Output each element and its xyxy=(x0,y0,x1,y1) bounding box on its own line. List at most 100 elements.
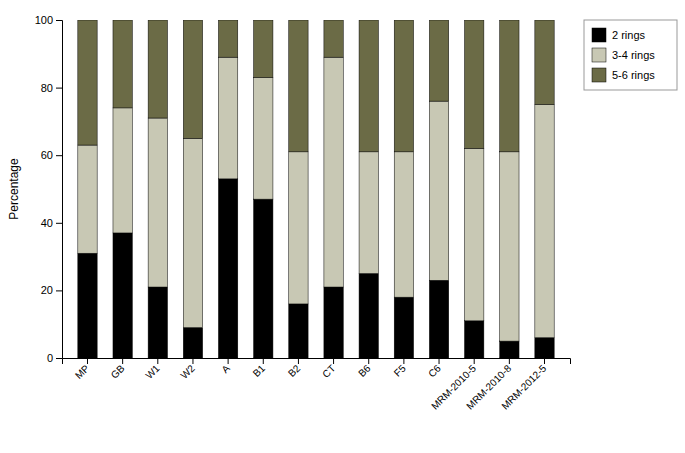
bar xyxy=(289,20,308,152)
tick-mark xyxy=(439,358,440,364)
bar xyxy=(218,57,237,179)
bar xyxy=(394,20,413,152)
bar xyxy=(113,108,132,233)
tick-label: F5 xyxy=(392,362,408,378)
tick-mark xyxy=(56,290,62,291)
chart: 0 20 40 60 80 100 MP GB W1 W2 A B1 B2 CT B6 F5 C6 MRM-201… xyxy=(0,0,685,453)
series xyxy=(78,20,554,152)
tick: B2 xyxy=(286,358,303,379)
tick-label: B6 xyxy=(356,362,373,379)
tick: 100 xyxy=(35,14,62,26)
tick-label: B1 xyxy=(251,362,268,379)
bar xyxy=(535,105,554,338)
legend-label: 5-6 rings xyxy=(612,69,655,81)
tick-label: 20 xyxy=(41,284,53,296)
bar xyxy=(429,101,448,280)
tick-mark xyxy=(56,155,62,156)
bar xyxy=(465,148,484,320)
legend: 2 rings 3-4 rings 5-6 rings xyxy=(584,20,677,90)
tick: F5 xyxy=(392,358,408,379)
tick-label: MRM-2012-5 xyxy=(499,362,548,411)
tick-mark xyxy=(87,358,88,364)
tick: MRM-2012-5 xyxy=(499,358,548,412)
bar xyxy=(148,287,167,358)
tick-label: 80 xyxy=(41,82,53,94)
legend-frame xyxy=(584,20,677,90)
tick-label: 40 xyxy=(41,217,53,229)
bar xyxy=(148,118,167,287)
bar xyxy=(500,20,519,152)
tick: CT xyxy=(320,358,337,380)
plot: 0 20 40 60 80 100 MP GB W1 W2 A B1 B2 CT B6 F5 C6 MRM-201… xyxy=(35,14,571,412)
tick-mark xyxy=(298,358,299,364)
bar xyxy=(254,77,273,199)
tick: 0 xyxy=(47,352,62,364)
bar xyxy=(254,199,273,358)
tick-label: MP xyxy=(73,362,92,381)
tick-mark xyxy=(192,358,193,364)
tick-mark xyxy=(228,358,229,364)
bar xyxy=(429,20,448,101)
legend-swatch xyxy=(592,28,606,42)
tick-label: B2 xyxy=(286,362,303,379)
bar xyxy=(183,328,202,358)
tick: 20 xyxy=(41,284,62,296)
tick: A xyxy=(220,358,233,375)
tick-mark xyxy=(368,358,369,364)
bar xyxy=(324,57,343,287)
tick: B1 xyxy=(251,358,268,379)
bar xyxy=(429,280,448,358)
x-axis: MPGBW1W2AB1B2CTB6F5C6MRM-2010-5MRM-2010-… xyxy=(63,358,571,412)
bar xyxy=(218,20,237,57)
tick-mark xyxy=(333,358,334,364)
tick-label: W1 xyxy=(143,362,162,381)
bar xyxy=(465,20,484,148)
tick-mark xyxy=(263,358,264,364)
tick-mark xyxy=(122,358,123,364)
tick-label: C6 xyxy=(426,362,443,379)
tick-label: 0 xyxy=(47,352,53,364)
bar xyxy=(113,233,132,358)
bar xyxy=(535,20,554,105)
bar xyxy=(218,179,237,358)
bar xyxy=(500,341,519,358)
bar xyxy=(359,152,378,274)
tick: 40 xyxy=(41,217,62,229)
tick-label: 100 xyxy=(35,14,53,26)
bar xyxy=(78,253,97,358)
bar xyxy=(148,20,167,118)
y-axis: 0 20 40 60 80 100 xyxy=(35,14,63,364)
tick-mark xyxy=(403,358,404,364)
bar xyxy=(78,145,97,253)
bar xyxy=(183,138,202,327)
tick: W1 xyxy=(143,358,162,381)
tick: 80 xyxy=(41,82,62,94)
tick-label: W2 xyxy=(178,362,197,381)
tick-mark xyxy=(56,20,62,21)
bar xyxy=(500,152,519,341)
legend-swatch xyxy=(592,68,606,82)
bars xyxy=(78,20,554,358)
bar xyxy=(78,20,97,145)
tick-label: CT xyxy=(320,363,337,380)
tick-mark xyxy=(157,358,158,364)
bar xyxy=(183,20,202,138)
tick-label: 60 xyxy=(41,149,53,161)
bar xyxy=(324,287,343,358)
tick-mark xyxy=(56,358,62,359)
bar xyxy=(359,274,378,359)
legend-item: 2 rings xyxy=(592,28,646,42)
legend-label: 3-4 rings xyxy=(612,49,655,61)
tick-label: GB xyxy=(109,362,127,380)
bar xyxy=(289,152,308,304)
tick-mark xyxy=(56,223,62,224)
axis-line xyxy=(56,21,63,359)
bar xyxy=(394,152,413,297)
bar xyxy=(324,20,343,57)
legend-item: 5-6 rings xyxy=(592,68,655,82)
bar xyxy=(465,321,484,358)
bar xyxy=(113,20,132,108)
bar xyxy=(359,20,378,152)
y-axis-title: Percentage xyxy=(7,158,21,220)
bar xyxy=(535,338,554,358)
